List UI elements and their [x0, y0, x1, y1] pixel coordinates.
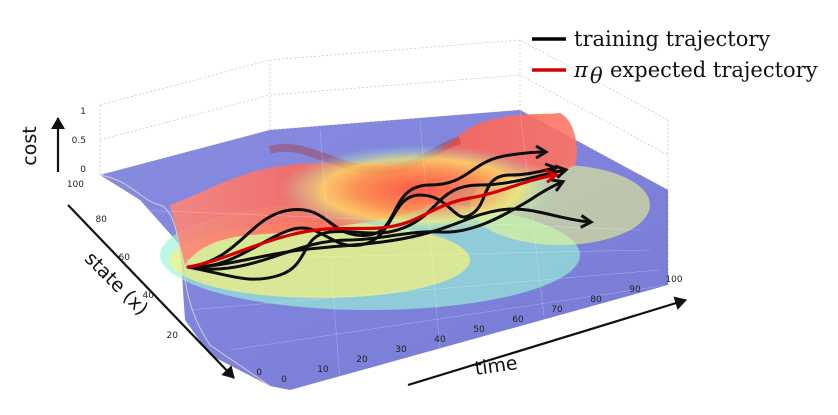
cost-axis-label: cost — [19, 126, 41, 165]
z-tick-label: 0.5 — [72, 136, 86, 146]
surface-grid — [134, 109, 669, 381]
time-axis-arrow — [407, 296, 687, 387]
state-ticks: 100 80 60 40 20 0 — [67, 180, 262, 378]
legend-policy-subscript: θ — [590, 64, 603, 88]
surface-left-edge — [99, 174, 271, 387]
time-tick-label: 50 — [473, 325, 485, 335]
legend-label-expected: expected trajectory — [610, 58, 818, 82]
time-tick-label: 20 — [356, 355, 368, 365]
time-tick-label: 80 — [590, 295, 602, 305]
state-axis-label: state (x) — [80, 248, 152, 320]
z-ticks: 1 0.5 0 — [72, 107, 87, 175]
trajectories — [186, 152, 590, 281]
state-tick-label: 20 — [167, 331, 179, 341]
time-ticks: 0 10 20 30 40 50 60 70 80 90 100 — [281, 275, 683, 385]
legend: training trajectory π θ expected traject… — [532, 27, 818, 88]
z-tick-label: 1 — [80, 107, 86, 117]
state-axis-arrow — [67, 204, 235, 379]
state-tick-label: 40 — [143, 291, 155, 301]
time-axis-label: time — [473, 352, 519, 380]
z-tick-label: 0 — [80, 165, 86, 175]
training-trajectory-2 — [186, 168, 555, 269]
axis-arrows — [51, 117, 687, 387]
time-tick-label: 0 — [281, 375, 287, 385]
legend-label-training: training trajectory — [574, 27, 770, 51]
time-tick-label: 60 — [512, 315, 524, 325]
state-tick-label: 80 — [96, 215, 108, 225]
time-tick-label: 90 — [629, 285, 641, 295]
state-tick-label: 100 — [67, 180, 84, 190]
time-tick-label: 30 — [395, 345, 407, 355]
training-trajectory-4 — [186, 207, 590, 269]
training-trajectory-3 — [186, 170, 565, 281]
expected-trajectory — [186, 175, 555, 269]
state-tick-label: 60 — [119, 253, 131, 263]
state-tick-label: 0 — [256, 368, 262, 378]
time-tick-label: 70 — [551, 305, 563, 315]
time-tick-label: 10 — [317, 365, 329, 375]
legend-policy-symbol: π — [573, 58, 589, 82]
time-tick-label: 100 — [665, 275, 682, 285]
time-tick-label: 40 — [434, 335, 446, 345]
training-trajectory-5 — [186, 182, 562, 271]
